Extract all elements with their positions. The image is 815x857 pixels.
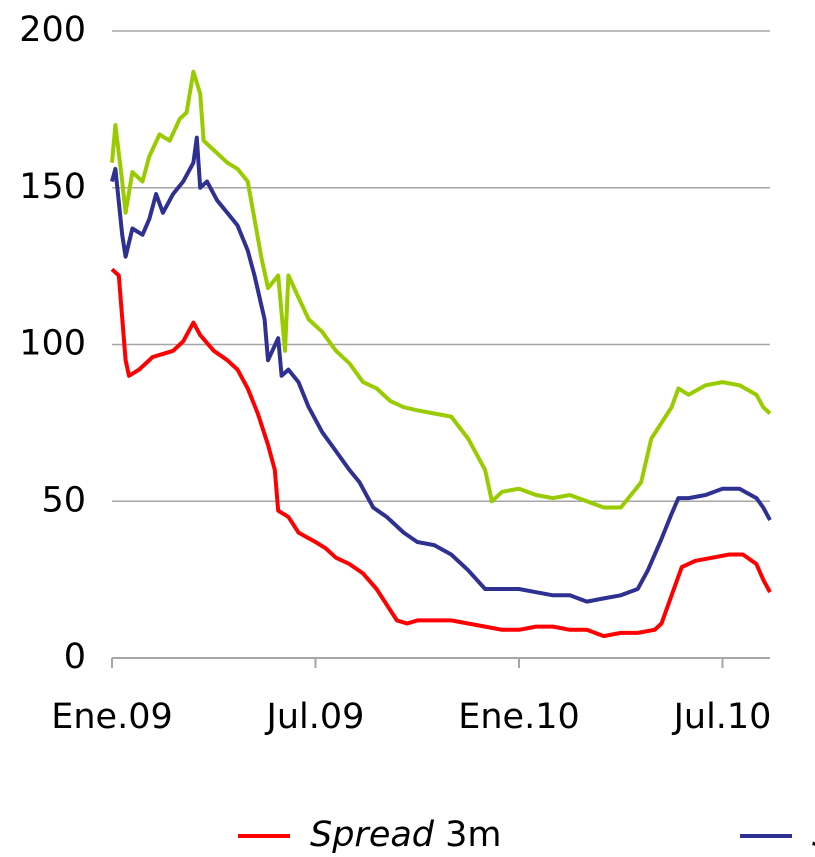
series-line (110, 267, 772, 639)
x-tick-label: Ene.09 (51, 697, 173, 737)
series-line (110, 69, 772, 510)
y-tick-label: 200 (19, 10, 86, 50)
y-tick-label: 100 (19, 324, 86, 364)
x-tick-label: Jul.10 (672, 697, 772, 737)
y-tick-label: 150 (19, 167, 86, 207)
legend-label: S (812, 815, 815, 855)
y-tick-label: 50 (41, 480, 86, 520)
x-tick-label: Ene.10 (458, 697, 580, 737)
series-line (110, 135, 772, 604)
legend-label: Spread 3m (310, 815, 502, 855)
x-tick-label: Jul.09 (265, 697, 365, 737)
y-tick-label: 0 (64, 637, 86, 677)
